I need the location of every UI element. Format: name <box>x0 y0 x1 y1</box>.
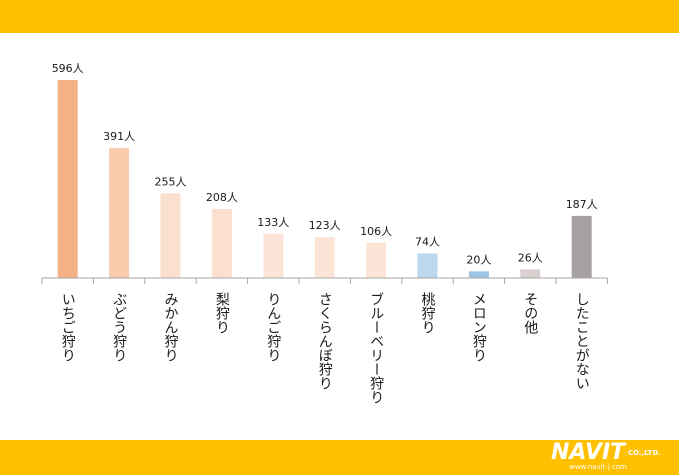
category-label: いちご狩り <box>60 292 76 362</box>
data-label: 26人 <box>518 251 543 264</box>
data-label: 133人 <box>257 216 289 229</box>
bar <box>314 237 335 278</box>
bar <box>211 208 232 278</box>
category-label: 梨狩り <box>214 292 230 334</box>
data-label: 106人 <box>360 225 392 238</box>
data-label: 74人 <box>415 235 440 248</box>
category-label: メロン狩り <box>471 292 487 362</box>
category-label: したことがない <box>574 292 590 390</box>
data-label: 123人 <box>309 219 341 232</box>
data-label: 596人 <box>52 62 84 75</box>
category-labels-group: いちご狩り ぶどう狩り みかん狩り 梨狩り りんご狩り さくらんぼ狩り ブルーベリー狩り 桃狩… <box>60 292 590 404</box>
navit-logo: NAVIT CO.,LTD. www.navit-j.com <box>551 442 669 473</box>
footer-band <box>0 440 679 475</box>
data-label: 255人 <box>155 175 187 188</box>
bar <box>571 215 592 278</box>
category-label: みかん狩り <box>163 292 179 362</box>
category-label: ブルーベリー狩り <box>368 292 384 404</box>
bar <box>366 242 387 278</box>
category-label: その他 <box>522 292 538 335</box>
logo-text: NAVIT <box>551 440 626 465</box>
bar <box>57 80 78 278</box>
axis-group <box>41 277 608 284</box>
bars-group <box>57 80 592 278</box>
category-label: りんご狩り <box>265 292 281 362</box>
bar <box>160 193 181 278</box>
bar <box>417 253 438 278</box>
logo-url: www.navit-j.com <box>569 463 627 471</box>
value-labels-group: 596人 391人 255人 208人 133人 123人 106人 74人 20人 26人 187… <box>52 62 598 266</box>
data-label: 208人 <box>206 191 238 204</box>
bar <box>520 269 541 278</box>
logo-suffix: CO.,LTD. <box>628 449 661 457</box>
bar <box>263 233 284 278</box>
header-band <box>0 0 679 33</box>
bar <box>109 148 130 278</box>
category-label: 桃狩り <box>420 292 436 334</box>
data-label: 20人 <box>466 253 491 266</box>
category-label: ぶどう狩り <box>111 292 127 362</box>
category-label: さくらんぼ狩り <box>317 292 333 390</box>
data-label: 187人 <box>566 198 598 211</box>
bar <box>468 271 489 278</box>
data-label: 391人 <box>103 130 135 143</box>
